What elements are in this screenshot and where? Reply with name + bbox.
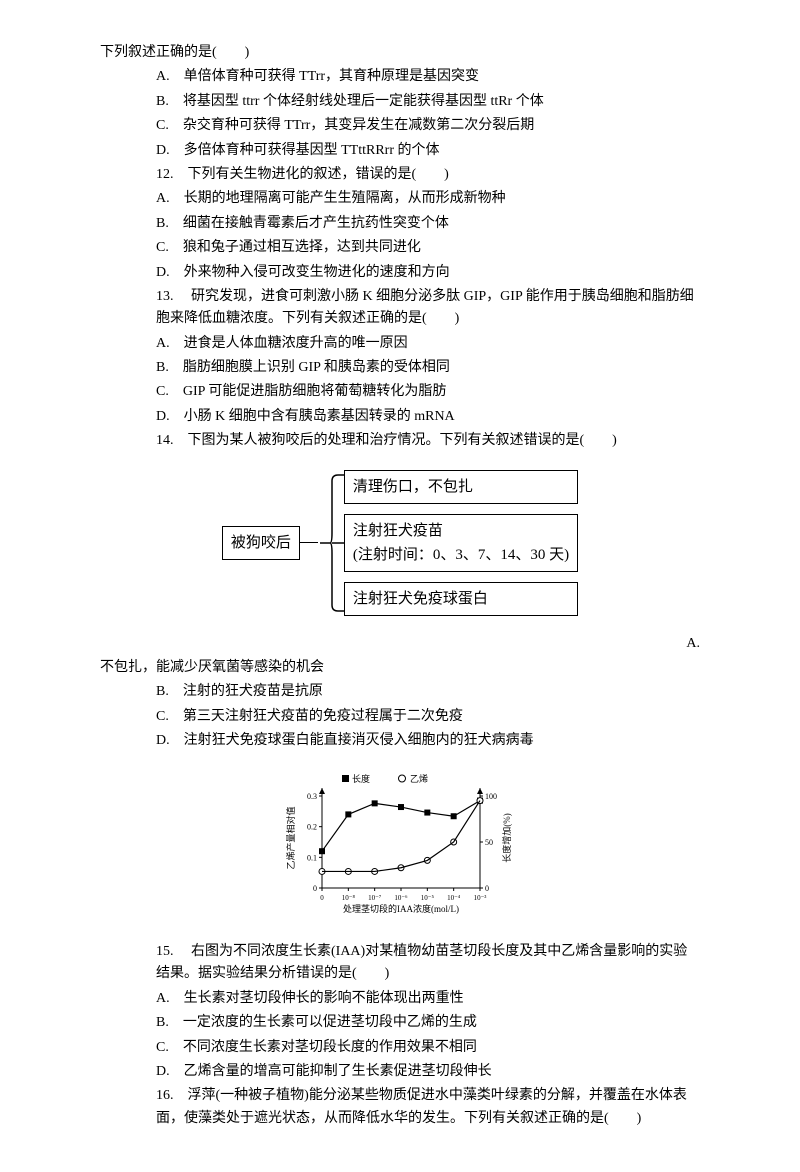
q14-stem: 14. 下图为某人被狗咬后的处理和治疗情况。下列有关叙述错误的是( ) [100, 430, 700, 452]
q14-box2a: 注射狂犬疫苗 [353, 519, 569, 543]
q11-b: B. 将基因型 ttrr 个体经射线处理后一定能获得基因型 ttRr 个体 [100, 91, 700, 113]
svg-text:0: 0 [313, 884, 317, 893]
q14-box1: 清理伤口，不包扎 [344, 470, 578, 504]
svg-text:50: 50 [485, 838, 493, 847]
svg-text:100: 100 [485, 792, 497, 801]
q15-d: D. 乙烯含量的增高可能抑制了生长素促进茎切段伸长 [100, 1061, 700, 1083]
q11-a: A. 单倍体育种可获得 TTrr，其育种原理是基因突变 [100, 66, 700, 88]
q12-d: D. 外来物种入侵可改变生物进化的速度和方向 [100, 262, 700, 284]
q12-a: A. 长期的地理隔离可能产生生殖隔离，从而形成新物种 [100, 188, 700, 210]
q16-stem: 16. 浮萍(一种被子植物)能分泌某些物质促进水中藻类叶绿素的分解，并覆盖在水体… [100, 1085, 700, 1130]
q14-c: C. 第三天注射狂犬疫苗的免疫过程属于二次免疫 [100, 706, 700, 728]
q13-b: B. 脂肪细胞膜上识别 GIP 和胰岛素的受体相同 [100, 357, 700, 379]
q15-chart: 0 0.1 0.2 0.3 0 50 100 0 10⁻⁸ 10⁻⁷ 10⁻⁶ 10⁻⁵ 10⁻⁴ 10⁻… [100, 763, 700, 931]
q14-left-box: 被狗咬后 [222, 526, 300, 560]
q13-stem: 13. 研究发现，进食可刺激小肠 K 细胞分泌多肽 GIP，GIP 能作用于胰岛… [100, 286, 700, 331]
svg-text:10⁻⁶: 10⁻⁶ [394, 894, 408, 902]
q15-c: C. 不同浓度生长素对茎切段长度的作用效果不相同 [100, 1037, 700, 1059]
svg-text:乙烯产量相对值: 乙烯产量相对值 [285, 806, 296, 869]
q11-c: C. 杂交育种可获得 TTrr，其变异发生在减数第二次分裂后期 [100, 115, 700, 137]
q11-d: D. 多倍体育种可获得基因型 TTttRRrr 的个体 [100, 140, 700, 162]
svg-text:0: 0 [485, 884, 489, 893]
q14-a: 不包扎，能减少厌氧菌等感染的机会 [100, 657, 700, 679]
svg-text:长度增加(%): 长度增加(%) [501, 813, 512, 863]
q14-a-label: A. [686, 633, 700, 655]
q14-box2: 注射狂犬疫苗 (注射时间：0、3、7、14、30 天) [344, 514, 578, 572]
svg-text:长度: 长度 [352, 773, 370, 784]
svg-text:0: 0 [320, 894, 324, 902]
svg-text:10⁻⁸: 10⁻⁸ [342, 894, 356, 902]
q14-b: B. 注射的狂犬疫苗是抗原 [100, 681, 700, 703]
q12-stem: 12. 下列有关生物进化的叙述，错误的是( ) [100, 164, 700, 186]
q15-a: A. 生长素对茎切段伸长的影响不能体现出两重性 [100, 988, 700, 1010]
q11-stem: 下列叙述正确的是( ) [100, 42, 700, 64]
svg-text:10⁻³: 10⁻³ [474, 894, 487, 902]
q15-b: B. 一定浓度的生长素可以促进茎切段中乙烯的生成 [100, 1012, 700, 1034]
svg-text:处理茎切段的IAA浓度(mol/L): 处理茎切段的IAA浓度(mol/L) [343, 903, 459, 914]
svg-text:0.1: 0.1 [307, 853, 317, 862]
q13-d: D. 小肠 K 细胞中含有胰岛素基因转录的 mRNA [100, 406, 700, 428]
svg-text:0.3: 0.3 [307, 792, 317, 801]
svg-text:10⁻⁵: 10⁻⁵ [421, 894, 435, 902]
q14-d: D. 注射狂犬免疫球蛋白能直接消灭侵入细胞内的狂犬病病毒 [100, 730, 700, 752]
q14-box3: 注射狂犬免疫球蛋白 [344, 582, 578, 616]
q12-c: C. 狼和兔子通过相互选择，达到共同进化 [100, 237, 700, 259]
q13-a: A. 进食是人体血糖浓度升高的唯一原因 [100, 333, 700, 355]
svg-text:10⁻⁴: 10⁻⁴ [447, 894, 461, 902]
q13-c: C. GIP 可能促进脂肪细胞将葡萄糖转化为脂肪 [100, 381, 700, 403]
svg-text:乙烯: 乙烯 [410, 773, 428, 784]
q12-b: B. 细菌在接触青霉素后才产生抗药性突变个体 [100, 213, 700, 235]
q14-box2b: (注射时间：0、3、7、14、30 天) [353, 543, 569, 567]
svg-text:0.2: 0.2 [307, 822, 317, 831]
q15-stem: 15. 右图为不同浓度生长素(IAA)对某植物幼苗茎切段长度及其中乙烯含量影响的… [100, 941, 700, 986]
q14-diagram: 被狗咬后 清理伤口，不包扎 注射狂犬疫苗 (注射时间：0、3、7、14、30 天… [100, 463, 700, 623]
svg-text:10⁻⁷: 10⁻⁷ [368, 894, 382, 902]
